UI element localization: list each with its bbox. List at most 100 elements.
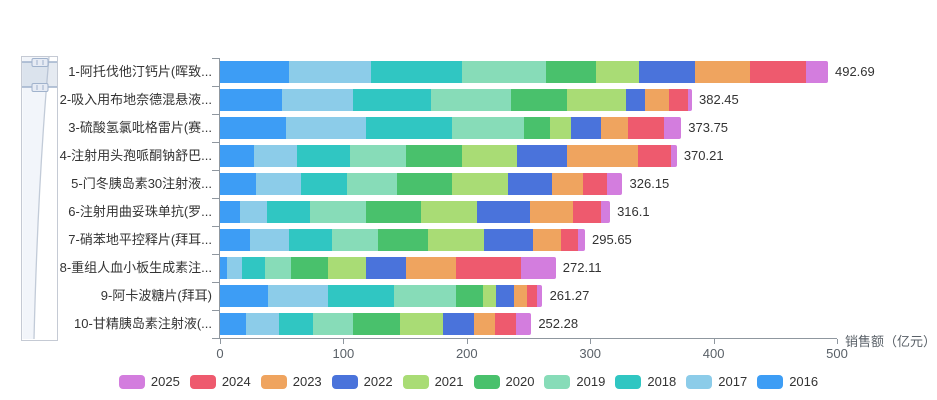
bar-segment-2018[interactable] [328, 285, 394, 307]
legend-item-2018[interactable]: 2018 [615, 374, 676, 389]
bar-segment-2021[interactable] [567, 89, 627, 111]
bar-segment-2018[interactable] [278, 313, 314, 335]
bar-segment-2018[interactable] [241, 257, 265, 279]
bar-segment-2023[interactable] [514, 285, 527, 307]
bar-segment-2021[interactable] [452, 173, 509, 195]
bar-segment-2016[interactable] [220, 229, 251, 251]
bar-segment-2021[interactable] [549, 117, 571, 139]
bar-segment-2017[interactable] [227, 257, 242, 279]
bar-segment-2020[interactable] [291, 257, 329, 279]
bar-segment-2019[interactable] [461, 61, 546, 83]
datazoom-handle-top[interactable] [22, 58, 57, 67]
datazoom-handle-bottom[interactable] [22, 83, 57, 92]
bar-segment-2016[interactable] [220, 173, 256, 195]
bar-segment-2025[interactable] [671, 145, 677, 167]
bar-segment-2022[interactable] [570, 117, 602, 139]
bar-segment-2016[interactable] [220, 117, 287, 139]
bar-segment-2025[interactable] [516, 313, 532, 335]
bar-segment-2020[interactable] [511, 89, 568, 111]
bar-segment-2025[interactable] [601, 201, 610, 223]
bar-segment-2025[interactable] [607, 173, 623, 195]
bar-segment-2017[interactable] [254, 145, 298, 167]
bar-segment-2018[interactable] [300, 173, 348, 195]
bar-segment-2023[interactable] [694, 61, 751, 83]
bar-segment-2016[interactable] [220, 145, 255, 167]
bar-segment-2024[interactable] [750, 61, 806, 83]
bar-segment-2022[interactable] [517, 145, 568, 167]
bar-segment-2021[interactable] [483, 285, 496, 307]
bar-segment-2025[interactable] [663, 117, 682, 139]
bar-segment-2021[interactable] [421, 201, 478, 223]
bar-segment-2019[interactable] [331, 229, 379, 251]
legend-item-2021[interactable]: 2021 [402, 374, 464, 389]
bar-segment-2019[interactable] [452, 117, 524, 139]
legend-item-2016[interactable]: 2016 [757, 374, 818, 389]
bar-segment-2018[interactable] [370, 61, 462, 83]
legend-item-2022[interactable]: 2022 [331, 374, 393, 389]
bar-segment-2020[interactable] [378, 229, 428, 251]
bar-segment-2019[interactable] [350, 145, 406, 167]
bar-segment-2021[interactable] [596, 61, 640, 83]
bar-segment-2016[interactable] [220, 257, 228, 279]
bar-segment-2021[interactable] [427, 229, 484, 251]
bar-segment-2024[interactable] [573, 201, 602, 223]
bar-segment-2018[interactable] [353, 89, 431, 111]
bar-segment-2021[interactable] [328, 257, 366, 279]
bar-segment-2023[interactable] [529, 201, 574, 223]
bar-segment-2017[interactable] [286, 117, 366, 139]
bar-segment-2024[interactable] [560, 229, 579, 251]
bar-segment-2024[interactable] [627, 117, 664, 139]
bar-segment-2023[interactable] [644, 89, 670, 111]
bar-segment-2023[interactable] [405, 257, 456, 279]
legend-item-2017[interactable]: 2017 [686, 374, 747, 389]
bar-segment-2024[interactable] [526, 285, 538, 307]
bar-segment-2020[interactable] [365, 201, 422, 223]
bar-segment-2019[interactable] [393, 285, 456, 307]
bar-segment-2016[interactable] [220, 201, 240, 223]
bar-segment-2016[interactable] [220, 89, 282, 111]
bar-segment-2022[interactable] [495, 285, 515, 307]
bar-segment-2024[interactable] [638, 145, 672, 167]
bar-segment-2018[interactable] [297, 145, 351, 167]
bar-segment-2025[interactable] [805, 61, 828, 83]
bar-segment-2021[interactable] [399, 313, 444, 335]
bar-segment-2023[interactable] [533, 229, 561, 251]
bar-segment-2017[interactable] [250, 229, 290, 251]
bar-segment-2022[interactable] [365, 257, 406, 279]
bar-segment-2016[interactable] [220, 285, 269, 307]
bar-segment-2018[interactable] [289, 229, 332, 251]
bar-segment-2022[interactable] [483, 229, 534, 251]
bar-segment-2022[interactable] [508, 173, 552, 195]
datazoom-slider[interactable] [20, 55, 60, 342]
legend-item-2019[interactable]: 2019 [544, 374, 605, 389]
legend-item-2025[interactable]: 2025 [118, 374, 180, 389]
bar-segment-2018[interactable] [266, 201, 310, 223]
bar-segment-2017[interactable] [268, 285, 329, 307]
bar-segment-2019[interactable] [264, 257, 292, 279]
bar-segment-2017[interactable] [289, 61, 371, 83]
bar-segment-2019[interactable] [309, 201, 366, 223]
legend-item-2023[interactable]: 2023 [260, 374, 322, 389]
bar-segment-2024[interactable] [455, 257, 521, 279]
bar-segment-2024[interactable] [669, 89, 689, 111]
bar-segment-2024[interactable] [582, 173, 608, 195]
bar-segment-2020[interactable] [353, 313, 400, 335]
bar-segment-2025[interactable] [578, 229, 585, 251]
bar-segment-2022[interactable] [639, 61, 695, 83]
bar-segment-2022[interactable] [626, 89, 645, 111]
bar-segment-2020[interactable] [545, 61, 597, 83]
bar-segment-2022[interactable] [477, 201, 530, 223]
bar-segment-2023[interactable] [474, 313, 495, 335]
bar-segment-2017[interactable] [281, 89, 354, 111]
bar-segment-2016[interactable] [220, 61, 290, 83]
legend-item-2024[interactable]: 2024 [189, 374, 251, 389]
bar-segment-2023[interactable] [551, 173, 583, 195]
legend-item-2020[interactable]: 2020 [473, 374, 534, 389]
bar-segment-2017[interactable] [239, 201, 267, 223]
bar-segment-2023[interactable] [567, 145, 639, 167]
bar-segment-2024[interactable] [494, 313, 517, 335]
bar-segment-2023[interactable] [601, 117, 628, 139]
bar-segment-2017[interactable] [255, 173, 301, 195]
bar-segment-2019[interactable] [430, 89, 512, 111]
bar-segment-2019[interactable] [347, 173, 397, 195]
